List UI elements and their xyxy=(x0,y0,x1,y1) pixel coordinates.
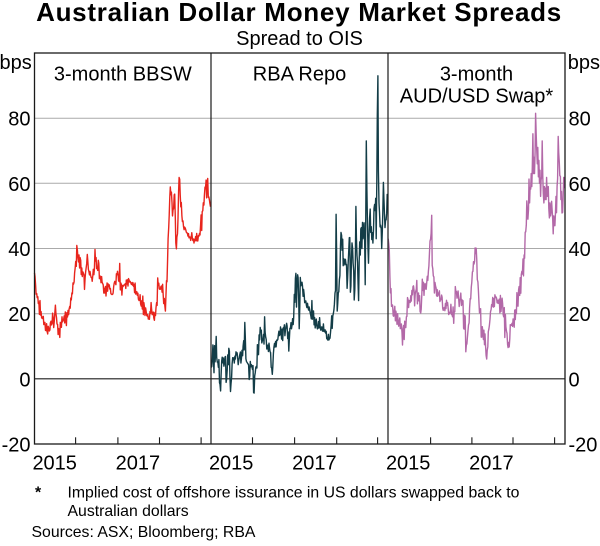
svg-text:2015: 2015 xyxy=(386,453,431,475)
svg-text:*: * xyxy=(35,485,42,502)
svg-text:Spread to OIS: Spread to OIS xyxy=(236,28,363,50)
svg-text:-20: -20 xyxy=(569,435,598,457)
svg-text:2017: 2017 xyxy=(116,453,161,475)
svg-text:40: 40 xyxy=(8,239,30,261)
svg-text:2015: 2015 xyxy=(32,453,77,475)
svg-text:60: 60 xyxy=(8,174,30,196)
svg-text:2017: 2017 xyxy=(292,453,337,475)
svg-text:Australian Dollar Money Market: Australian Dollar Money Market Spreads xyxy=(36,0,562,27)
svg-text:80: 80 xyxy=(569,109,591,131)
svg-text:60: 60 xyxy=(569,174,591,196)
svg-text:Australian dollars: Australian dollars xyxy=(68,503,189,520)
svg-text:3-month: 3-month xyxy=(440,64,513,86)
svg-text:0: 0 xyxy=(19,369,30,391)
svg-text:bps: bps xyxy=(0,52,32,74)
svg-text:bps: bps xyxy=(568,52,600,74)
svg-text:-20: -20 xyxy=(2,435,31,457)
svg-text:2015: 2015 xyxy=(209,453,254,475)
svg-text:2017: 2017 xyxy=(469,453,514,475)
svg-text:20: 20 xyxy=(569,304,591,326)
svg-text:Implied cost of offshore issur: Implied cost of offshore issurance in US… xyxy=(68,485,520,502)
svg-text:RBA Repo: RBA Repo xyxy=(253,64,346,86)
svg-text:Sources: ASX; Bloomberg; RBA: Sources: ASX; Bloomberg; RBA xyxy=(32,524,256,541)
svg-text:0: 0 xyxy=(569,369,580,391)
svg-text:AUD/USD Swap*: AUD/USD Swap* xyxy=(400,85,554,107)
svg-text:3-month BBSW: 3-month BBSW xyxy=(54,64,192,86)
svg-text:80: 80 xyxy=(8,109,30,131)
svg-text:20: 20 xyxy=(8,304,30,326)
svg-text:40: 40 xyxy=(569,239,591,261)
